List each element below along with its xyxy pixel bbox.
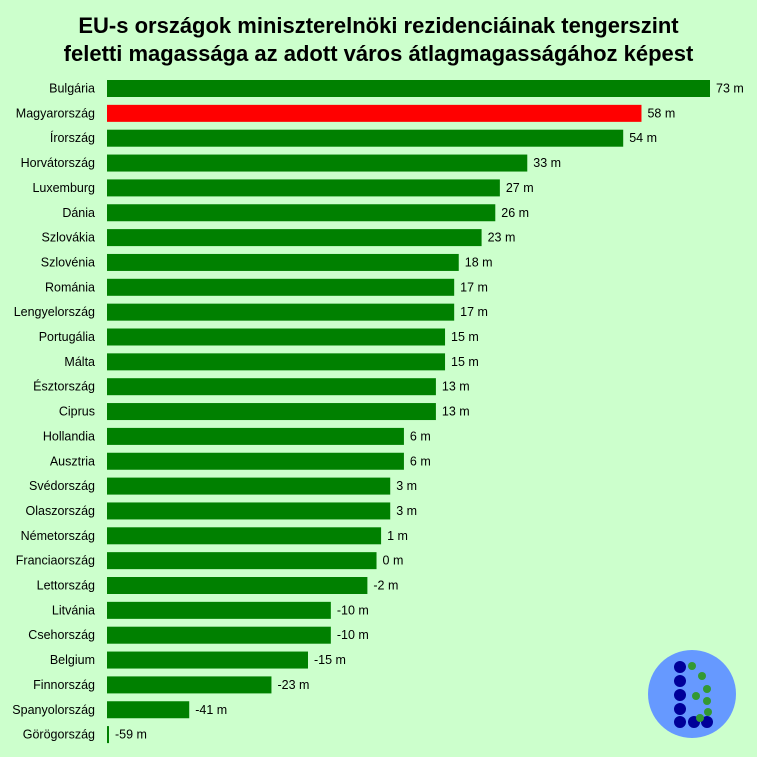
bar-12 [107,378,436,396]
bar-15 [107,452,404,470]
category-label-10: Portugália [39,330,95,344]
bar-21 [107,601,331,619]
category-label-16: Svédország [29,479,95,493]
bar-6 [107,229,482,247]
category-label-24: Finnország [33,678,95,692]
category-label-17: Olaszország [26,504,96,518]
bar-7 [107,253,459,271]
value-label-1: 58 m [647,106,675,120]
chart-title-line2: feletti magassága az adott város átlagma… [63,41,694,66]
chart-title: EU-s országok miniszterelnöki rezidenciá… [0,12,757,68]
value-label-20: -2 m [373,579,398,593]
bar-8 [107,278,455,296]
value-label-26: -59 m [115,728,147,742]
value-label-12: 13 m [442,380,470,394]
value-label-15: 6 m [410,454,431,468]
bar-16 [107,477,391,495]
category-label-23: Belgium [50,653,95,667]
category-label-12: Észtország [33,379,95,394]
category-label-6: Szlovákia [42,231,96,245]
bar-26 [107,726,109,744]
bar-0 [107,80,710,97]
bar-19 [107,552,377,570]
value-label-21: -10 m [337,603,369,617]
category-label-19: Franciaország [16,554,95,568]
category-label-20: Lettország [37,579,95,593]
category-label-5: Dánia [62,206,95,220]
bar-1 [107,104,642,122]
bar-3 [107,154,528,172]
value-label-0: 73 m [716,82,744,96]
bar-25 [107,701,190,719]
value-label-22: -10 m [337,628,369,642]
category-label-3: Horvátország [21,156,95,170]
value-label-13: 13 m [442,405,470,419]
category-label-8: Románia [45,280,95,294]
value-label-14: 6 m [410,429,431,443]
category-label-0: Bulgária [49,82,95,96]
value-label-3: 33 m [533,156,561,170]
value-label-8: 17 m [460,280,488,294]
value-label-7: 18 m [465,255,493,269]
category-label-22: Csehország [28,628,95,642]
value-label-5: 26 m [501,206,529,220]
bar-17 [107,502,391,520]
value-label-18: 1 m [387,529,408,543]
value-label-16: 3 m [396,479,417,493]
category-label-4: Luxemburg [32,181,95,195]
value-label-10: 15 m [451,330,479,344]
bar-10 [107,328,446,346]
bar-2 [107,129,624,147]
value-label-6: 23 m [488,231,516,245]
category-label-21: Litvánia [52,603,95,617]
bar-4 [107,179,500,197]
bar-14 [107,427,404,445]
category-label-13: Ciprus [59,405,95,419]
category-label-18: Németország [21,529,95,543]
bar-5 [107,204,496,222]
value-label-9: 17 m [460,305,488,319]
bar-13 [107,403,436,421]
bar-18 [107,527,382,545]
value-label-11: 15 m [451,355,479,369]
category-label-15: Ausztria [50,454,95,468]
dotted-b-logo-icon [648,650,736,738]
value-label-4: 27 m [506,181,534,195]
value-label-17: 3 m [396,504,417,518]
category-label-2: Írország [50,130,95,145]
bar-9 [107,303,455,321]
value-label-23: -15 m [314,653,346,667]
category-label-25: Spanyolország [12,703,95,717]
value-label-24: -23 m [277,678,309,692]
category-label-26: Görögország [23,728,95,742]
bar-24 [107,676,272,694]
value-label-25: -41 m [195,703,227,717]
category-label-9: Lengyelország [14,305,95,319]
bar-20 [107,577,368,594]
value-label-19: 0 m [383,554,404,568]
category-label-11: Málta [64,355,95,369]
category-label-7: Szlovénia [41,255,95,269]
bar-23 [107,651,308,669]
chart-title-line1: EU-s országok miniszterelnöki rezidenciá… [78,13,679,38]
category-label-14: Hollandia [43,429,95,443]
value-label-2: 54 m [629,131,657,145]
category-label-1: Magyarország [16,106,95,120]
bar-22 [107,626,331,644]
bar-11 [107,353,446,371]
